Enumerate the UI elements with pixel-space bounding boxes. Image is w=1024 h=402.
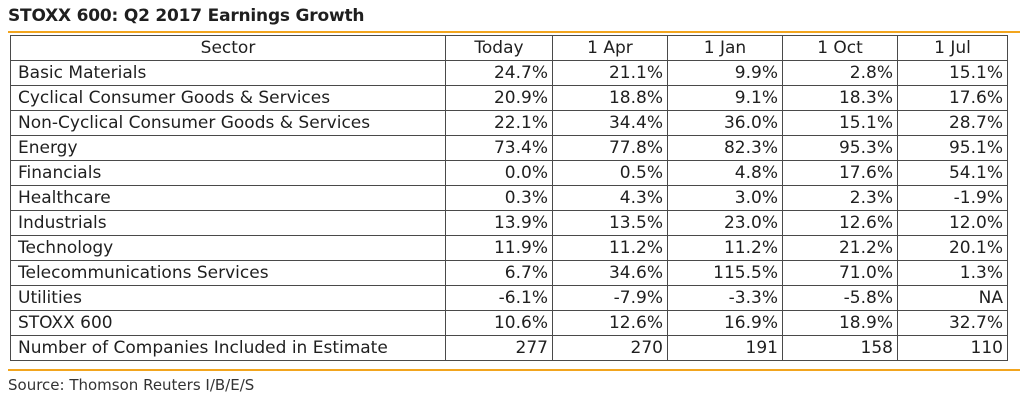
table-row: Financials 0.0% 0.5% 4.8% 17.6% 54.1% (10, 160, 1008, 186)
table-row: STOXX 600 10.6% 12.6% 16.9% 18.9% 32.7% (10, 310, 1008, 336)
cell-1-jan: 9.9% (667, 60, 783, 86)
cell-sector: Utilities (10, 285, 446, 311)
table-header-row: Sector Today 1 Apr 1 Jan 1 Oct 1 Jul (10, 35, 1008, 61)
column-header-1-jul: 1 Jul (897, 35, 1008, 61)
cell-today: 6.7% (445, 260, 553, 286)
table-row: Cyclical Consumer Goods & Services 20.9% 1… (10, 85, 1008, 111)
cell-1-jul: NA (897, 285, 1008, 311)
cell-1-jul: 15.1% (897, 60, 1008, 86)
cell-1-oct: 12.6% (782, 210, 898, 236)
cell-sector: Number of Companies Included in Estimate (10, 335, 446, 361)
column-header-1-oct: 1 Oct (782, 35, 898, 61)
cell-1-jul: 95.1% (897, 135, 1008, 161)
column-header-today: Today (445, 35, 553, 61)
cell-today: 13.9% (445, 210, 553, 236)
cell-sector: Technology (10, 235, 446, 261)
cell-1-jan: 115.5% (667, 260, 783, 286)
cell-1-oct: 18.9% (782, 310, 898, 336)
earnings-table: Sector Today 1 Apr 1 Jan 1 Oct 1 Jul Bas… (10, 35, 1008, 361)
table-row: Telecommunications Services 6.7% 34.6% 115.… (10, 260, 1008, 286)
cell-1-apr: 270 (552, 335, 668, 361)
cell-1-apr: 77.8% (552, 135, 668, 161)
cell-1-jul: 28.7% (897, 110, 1008, 136)
cell-1-jul: 54.1% (897, 160, 1008, 186)
cell-1-jul: 32.7% (897, 310, 1008, 336)
cell-1-apr: 18.8% (552, 85, 668, 111)
table-row: Number of Companies Included in Estimate… (10, 335, 1008, 361)
cell-1-jan: -3.3% (667, 285, 783, 311)
cell-1-apr: 11.2% (552, 235, 668, 261)
table-row: Basic Materials 24.7% 21.1% 9.9% 2.8% 15.1% (10, 60, 1008, 86)
cell-1-apr: 12.6% (552, 310, 668, 336)
column-header-sector: Sector (10, 35, 446, 61)
cell-1-apr: 0.5% (552, 160, 668, 186)
cell-1-jan: 191 (667, 335, 783, 361)
cell-1-jan: 9.1% (667, 85, 783, 111)
cell-1-jan: 11.2% (667, 235, 783, 261)
cell-sector: Energy (10, 135, 446, 161)
cell-1-jan: 3.0% (667, 185, 783, 211)
cell-today: 277 (445, 335, 553, 361)
cell-1-jan: 23.0% (667, 210, 783, 236)
column-header-1-jan: 1 Jan (667, 35, 783, 61)
top-divider (8, 31, 1020, 33)
cell-1-oct: 2.8% (782, 60, 898, 86)
cell-1-oct: 17.6% (782, 160, 898, 186)
cell-1-apr: 21.1% (552, 60, 668, 86)
cell-1-apr: -7.9% (552, 285, 668, 311)
table-row: Energy 73.4% 77.8% 82.3% 95.3% 95.1% (10, 135, 1008, 161)
cell-1-jul: 1.3% (897, 260, 1008, 286)
cell-1-apr: 34.4% (552, 110, 668, 136)
cell-today: 10.6% (445, 310, 553, 336)
cell-1-jul: 12.0% (897, 210, 1008, 236)
cell-today: 0.0% (445, 160, 553, 186)
cell-today: 11.9% (445, 235, 553, 261)
cell-1-apr: 13.5% (552, 210, 668, 236)
cell-1-oct: 158 (782, 335, 898, 361)
table-row: Healthcare 0.3% 4.3% 3.0% 2.3% -1.9% (10, 185, 1008, 211)
cell-1-apr: 34.6% (552, 260, 668, 286)
cell-sector: Non-Cyclical Consumer Goods & Services (10, 110, 446, 136)
table-row: Technology 11.9% 11.2% 11.2% 21.2% 20.1% (10, 235, 1008, 261)
table-row: Non-Cyclical Consumer Goods & Services 22… (10, 110, 1008, 136)
cell-1-oct: 95.3% (782, 135, 898, 161)
cell-sector: Basic Materials (10, 60, 446, 86)
cell-1-apr: 4.3% (552, 185, 668, 211)
bottom-divider (8, 369, 1020, 371)
cell-today: -6.1% (445, 285, 553, 311)
cell-today: 24.7% (445, 60, 553, 86)
cell-1-jan: 36.0% (667, 110, 783, 136)
column-header-1-apr: 1 Apr (552, 35, 668, 61)
cell-1-jan: 82.3% (667, 135, 783, 161)
cell-1-jul: 17.6% (897, 85, 1008, 111)
cell-sector: STOXX 600 (10, 310, 446, 336)
table-row: Industrials 13.9% 13.5% 23.0% 12.6% 12.0% (10, 210, 1008, 236)
cell-1-oct: 71.0% (782, 260, 898, 286)
cell-sector: Industrials (10, 210, 446, 236)
cell-today: 20.9% (445, 85, 553, 111)
cell-1-oct: 15.1% (782, 110, 898, 136)
cell-1-oct: 21.2% (782, 235, 898, 261)
source-note: Source: Thomson Reuters I/B/E/S (8, 376, 255, 394)
cell-1-jul: -1.9% (897, 185, 1008, 211)
cell-1-oct: -5.8% (782, 285, 898, 311)
cell-1-oct: 18.3% (782, 85, 898, 111)
table-row: Utilities -6.1% -7.9% -3.3% -5.8% NA (10, 285, 1008, 311)
cell-sector: Financials (10, 160, 446, 186)
cell-today: 73.4% (445, 135, 553, 161)
cell-today: 0.3% (445, 185, 553, 211)
page-title: STOXX 600: Q2 2017 Earnings Growth (8, 6, 365, 26)
cell-sector: Cyclical Consumer Goods & Services (10, 85, 446, 111)
cell-1-jul: 110 (897, 335, 1008, 361)
cell-1-jan: 4.8% (667, 160, 783, 186)
table-body: Basic Materials 24.7% 21.1% 9.9% 2.8% 15.1% Cy… (10, 60, 1008, 361)
cell-1-jan: 16.9% (667, 310, 783, 336)
cell-sector: Telecommunications Services (10, 260, 446, 286)
cell-today: 22.1% (445, 110, 553, 136)
cell-1-oct: 2.3% (782, 185, 898, 211)
cell-sector: Healthcare (10, 185, 446, 211)
cell-1-jul: 20.1% (897, 235, 1008, 261)
